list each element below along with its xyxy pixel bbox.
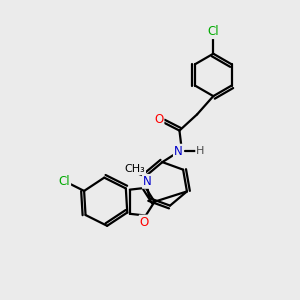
Text: N: N: [174, 145, 183, 158]
Text: H: H: [196, 146, 205, 156]
Text: Cl: Cl: [208, 25, 219, 38]
Text: CH₃: CH₃: [124, 164, 145, 174]
Text: Cl: Cl: [58, 175, 70, 188]
Text: O: O: [140, 216, 149, 229]
Text: N: N: [143, 175, 152, 188]
Text: O: O: [154, 113, 164, 126]
